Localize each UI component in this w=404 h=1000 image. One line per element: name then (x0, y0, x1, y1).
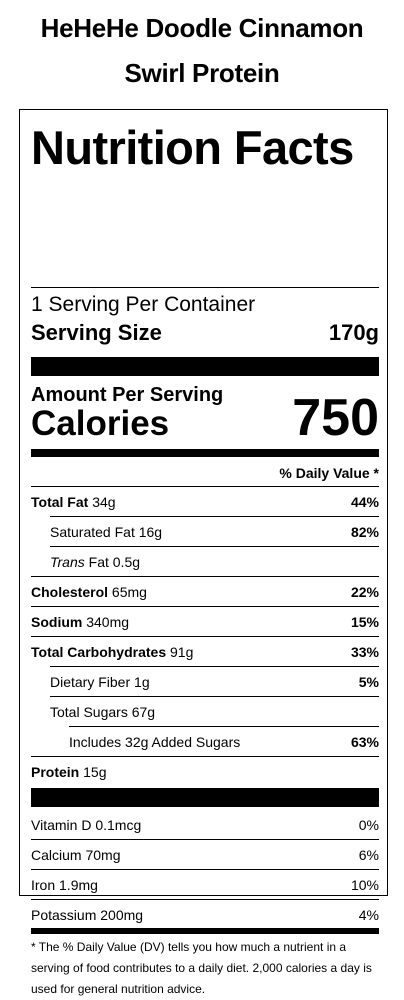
nutrient-row-dietary-fiber: Dietary Fiber 1g 5% (31, 667, 379, 697)
nutrient-amount: 15g (83, 764, 107, 780)
thick-divider (31, 788, 379, 807)
nutrient-daily-value: 82% (350, 524, 379, 540)
vitamin-row-vitamin-d: Vitamin D 0.1mcg 0% (31, 810, 379, 840)
nutrient-row-cholesterol: Cholesterol 65mg 22% (31, 577, 379, 607)
vitamin-daily-value: 10% (350, 877, 379, 893)
nutrient-amount: 91g (170, 644, 194, 660)
product-title: HeHeHe Doodle Cinnamon Swirl Protein (0, 6, 404, 96)
vitamin-daily-value: 6% (358, 847, 379, 863)
vitamin-row-iron: Iron 1.9mg 10% (31, 870, 379, 900)
serving-size-value: 170g (328, 320, 379, 345)
nutrient-label: Dietary Fiber (50, 674, 131, 690)
nutrient-label: Includes 32g Added Sugars (69, 734, 241, 750)
divider (31, 287, 379, 288)
nutrition-facts-heading: Nutrition Facts (31, 121, 354, 174)
nutrient-daily-value: 22% (350, 584, 379, 600)
nutrient-amount: 1g (134, 674, 150, 690)
vitamin-label: Potassium (31, 907, 97, 923)
vitamin-amount: 70mg (85, 847, 121, 863)
thick-divider (31, 357, 379, 376)
nutrient-label: Trans (50, 554, 85, 570)
nutrient-amount: 16g (138, 524, 163, 540)
calories-value: 750 (292, 389, 379, 447)
vitamin-label: Vitamin D (31, 817, 92, 833)
vitamin-row-calcium: Calcium 70mg 6% (31, 840, 379, 870)
medium-divider (31, 928, 379, 934)
nutrition-facts-panel: Nutrition Facts 1 Serving Per Container … (19, 109, 388, 996)
serving-size: Serving Size 170g (31, 320, 379, 346)
nutrient-label: Cholesterol (31, 584, 109, 600)
nutrient-daily-value: 5% (358, 674, 379, 690)
nutrient-row-total-carbohydrates: Total Carbohydrates 91g 33% (31, 637, 379, 667)
amount-per-serving: Amount Per Serving (31, 384, 224, 406)
vitamin-daily-value: 4% (358, 907, 379, 923)
nutrient-daily-value: 33% (350, 644, 379, 660)
nutrient-row-total-sugars: Total Sugars 67g (31, 697, 379, 727)
vitamin-row-potassium: Potassium 200mg 4% (31, 900, 379, 930)
divider (31, 486, 379, 487)
nutrient-label: Total Sugars (50, 704, 128, 720)
serving-size-label: Serving Size (31, 320, 162, 345)
nutrient-row-saturated-fat: Saturated Fat 16g 82% (31, 517, 379, 547)
nutrient-label: Saturated Fat (50, 524, 135, 540)
vitamin-amount: 1.9mg (59, 877, 98, 893)
nutrient-label: Protein (31, 764, 80, 780)
vitamin-label: Iron (31, 877, 56, 893)
daily-value-footnote: * The % Daily Value (DV) tells you how m… (31, 940, 372, 996)
product-title-line-2: Swirl Protein (124, 58, 280, 88)
vitamin-amount: 200mg (100, 907, 144, 923)
vitamin-label: Calcium (31, 847, 82, 863)
vitamin-daily-value: 0% (358, 817, 379, 833)
nutrient-amount: 67g (131, 704, 156, 720)
nutrient-daily-value: 63% (350, 734, 379, 750)
nutrient-label: Total Carbohydrates (31, 644, 167, 660)
nutrient-amount: 340mg (86, 614, 130, 630)
vitamin-amount: 0.1mcg (95, 817, 142, 833)
nutrient-label-rest: Fat (88, 554, 109, 570)
medium-divider (31, 449, 379, 457)
nutrient-amount: 65mg (111, 584, 147, 600)
daily-value-header: % Daily Value * (279, 465, 379, 481)
nutrient-daily-value: 15% (350, 614, 379, 630)
calories-label: Calories (31, 404, 170, 443)
product-title-line-1: HeHeHe Doodle Cinnamon (40, 13, 364, 43)
servings-per-container: 1 Serving Per Container (31, 293, 256, 316)
nutrient-row-sodium: Sodium 340mg 15% (31, 607, 379, 637)
nutrient-amount: 0.5g (112, 554, 141, 570)
nutrient-row-total-fat: Total Fat 34g 44% (31, 487, 379, 517)
nutrient-label: Total Fat (31, 494, 89, 510)
nutrient-row-protein: Protein 15g (31, 757, 379, 787)
nutrient-daily-value: 44% (350, 494, 379, 510)
nutrient-label: Sodium (31, 614, 83, 630)
nutrient-row-added-sugars: Includes 32g Added Sugars 63% (31, 727, 379, 757)
nutrient-row-trans-fat: Trans Fat 0.5g (31, 547, 379, 577)
nutrient-amount: 34g (92, 494, 116, 510)
